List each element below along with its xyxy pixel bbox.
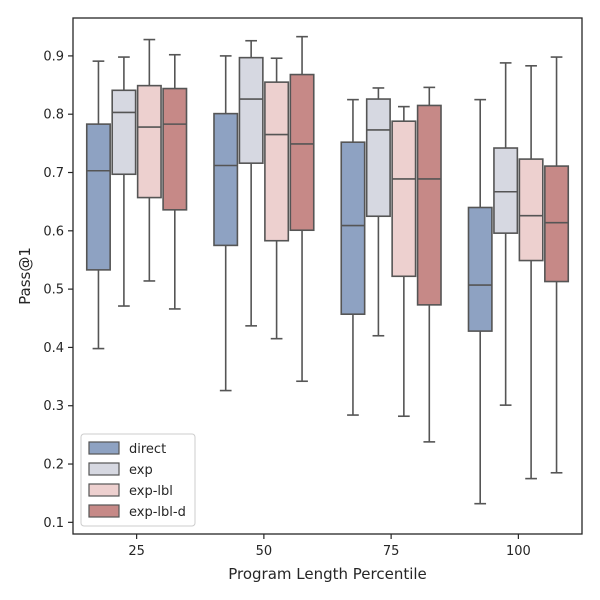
box-exp-25 bbox=[111, 56, 137, 307]
iqr-box bbox=[340, 141, 366, 315]
iqr-box bbox=[467, 206, 493, 332]
y-tick-label: 0.1 bbox=[43, 516, 64, 531]
iqr-box bbox=[365, 98, 391, 218]
iqr-box bbox=[213, 112, 239, 247]
x-tick-label: 100 bbox=[506, 544, 531, 559]
x-tick-label: 75 bbox=[383, 544, 400, 559]
legend: direct exp exp-lbl exp-lbl-d bbox=[80, 433, 196, 527]
iqr-box bbox=[391, 120, 417, 278]
iqr-box bbox=[544, 165, 570, 283]
box-exp-lbl-d-100 bbox=[544, 56, 570, 474]
box-exp-lbl-75 bbox=[391, 105, 417, 418]
box-direct-75 bbox=[340, 98, 366, 416]
box-exp-50 bbox=[238, 39, 264, 327]
legend-label-direct: direct bbox=[129, 442, 166, 457]
legend-swatch-exp-lbl-d bbox=[88, 504, 120, 518]
iqr-box bbox=[111, 89, 137, 176]
legend-label-exp: exp bbox=[129, 463, 153, 478]
legend-swatch-exp-lbl bbox=[88, 483, 120, 497]
legend-label-exp-lbl: exp-lbl bbox=[129, 484, 173, 499]
plot-marks bbox=[85, 35, 570, 505]
y-tick-label: 0.5 bbox=[43, 283, 64, 298]
x-axis-label: Program Length Percentile bbox=[228, 565, 427, 583]
iqr-box bbox=[162, 87, 188, 211]
iqr-box bbox=[289, 73, 315, 232]
y-tick-label: 0.7 bbox=[43, 166, 64, 181]
legend-swatch-direct bbox=[88, 441, 120, 455]
box-exp-lbl-25 bbox=[136, 38, 162, 282]
y-tick-label: 0.2 bbox=[43, 458, 64, 473]
iqr-box bbox=[136, 84, 162, 199]
box-exp-75 bbox=[365, 87, 391, 337]
iqr-box bbox=[264, 81, 290, 242]
x-tick-label: 50 bbox=[256, 544, 273, 559]
box-direct-100 bbox=[467, 98, 493, 505]
y-tick-label: 0.6 bbox=[43, 224, 64, 239]
box-exp-lbl-d-25 bbox=[162, 53, 188, 310]
axis-ticks: 0.1 0.2 0.3 0.4 0.5 0.6 0.7 0.8 0.9 25 50 75 100 bbox=[43, 49, 530, 559]
legend-swatch-exp bbox=[88, 462, 120, 476]
box-exp-lbl-d-50 bbox=[289, 35, 315, 383]
iqr-box bbox=[85, 123, 111, 271]
box-direct-50 bbox=[213, 55, 239, 392]
y-tick-label: 0.8 bbox=[43, 108, 64, 123]
y-tick-label: 0.4 bbox=[43, 341, 64, 356]
legend-label-exp-lbl-d: exp-lbl-d bbox=[129, 505, 186, 520]
iqr-box bbox=[518, 158, 544, 262]
y-tick-label: 0.3 bbox=[43, 399, 64, 414]
box-exp-lbl-50 bbox=[264, 57, 290, 340]
iqr-box bbox=[416, 104, 442, 306]
legend-frame bbox=[80, 433, 196, 527]
plot-frame bbox=[72, 17, 583, 535]
box-exp-lbl-d-75 bbox=[416, 86, 442, 443]
y-axis-label: Pass@1 bbox=[16, 247, 34, 305]
y-tick-label: 0.9 bbox=[43, 49, 64, 64]
iqr-box bbox=[493, 147, 519, 234]
x-tick-label: 25 bbox=[128, 544, 145, 559]
box-exp-lbl-100 bbox=[518, 65, 544, 480]
box-exp-100 bbox=[493, 62, 519, 406]
iqr-box bbox=[238, 56, 264, 164]
box-direct-25 bbox=[85, 60, 111, 350]
